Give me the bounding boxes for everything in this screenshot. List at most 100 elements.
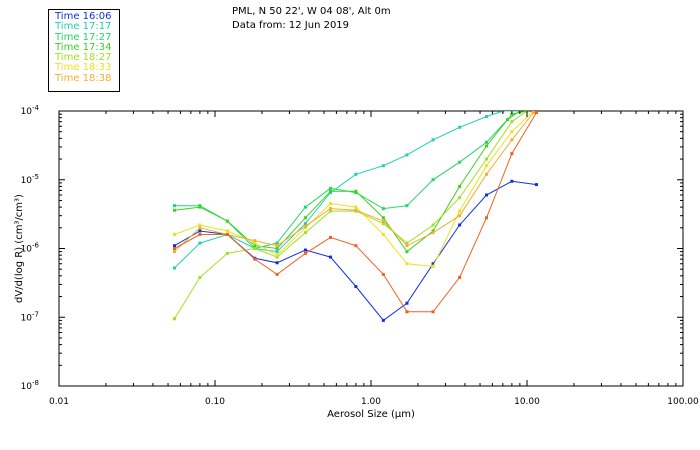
data-point xyxy=(381,222,385,226)
data-point xyxy=(275,250,279,254)
data-point xyxy=(303,251,307,255)
data-point xyxy=(303,216,307,220)
data-point xyxy=(484,115,488,119)
data-point xyxy=(225,232,229,236)
data-point xyxy=(405,301,409,305)
series-3 xyxy=(172,111,522,250)
data-point xyxy=(198,275,202,279)
data-point xyxy=(458,275,462,279)
data-point xyxy=(172,204,176,208)
x-tick-label: 1.00 xyxy=(361,397,381,407)
data-point xyxy=(510,179,514,183)
data-point xyxy=(484,157,488,161)
legend-item: Time 16:06 xyxy=(55,11,112,22)
data-point xyxy=(225,251,229,255)
data-point xyxy=(303,224,307,228)
data-point xyxy=(431,138,435,142)
data-point xyxy=(484,216,488,220)
data-point xyxy=(405,153,409,157)
data-point xyxy=(172,266,176,270)
data-point xyxy=(381,216,385,220)
data-point xyxy=(275,261,279,265)
data-point xyxy=(354,205,358,209)
data-point xyxy=(531,111,535,115)
plot-frame xyxy=(58,110,684,387)
data-point xyxy=(534,111,538,115)
data-point xyxy=(405,244,409,248)
data-point xyxy=(253,244,257,248)
y-tick-label: 10-5 xyxy=(21,173,39,186)
data-point xyxy=(198,229,202,233)
data-point xyxy=(253,257,257,261)
x-tick-label: 0.10 xyxy=(205,397,225,407)
data-point xyxy=(354,189,358,193)
data-point xyxy=(198,223,202,227)
legend-item: Time 17:34 xyxy=(55,41,112,53)
data-point xyxy=(328,255,332,259)
data-point xyxy=(510,120,514,124)
series-1 xyxy=(172,179,538,322)
series-2 xyxy=(172,111,522,270)
data-point xyxy=(303,205,307,209)
data-point xyxy=(381,207,385,211)
y-axis-label: dV/d(log R) (cm³/cm³) xyxy=(14,194,25,303)
data-point xyxy=(381,164,385,168)
data-point xyxy=(354,244,358,248)
data-point xyxy=(405,310,409,314)
data-point xyxy=(510,112,514,116)
data-point xyxy=(253,239,257,243)
data-point xyxy=(484,172,488,176)
data-point xyxy=(198,232,202,236)
data-point xyxy=(431,264,435,268)
legend: Time 16:06 Time 17:17 Time 17:27 Time 17:34… xyxy=(48,9,120,92)
data-point xyxy=(328,186,332,190)
data-point xyxy=(458,160,462,164)
data-point xyxy=(275,241,279,245)
data-point xyxy=(381,318,385,322)
y-tick-label: 10-8 xyxy=(21,379,39,392)
legend-item: Time 18:27 xyxy=(55,52,112,64)
data-point xyxy=(484,164,488,168)
y-tick-label: 10-4 xyxy=(21,104,40,117)
data-point xyxy=(458,184,462,188)
data-point xyxy=(484,144,488,148)
legend-item: Time 18:33 xyxy=(55,62,112,74)
data-point xyxy=(253,247,257,250)
data-point xyxy=(275,247,279,250)
data-point xyxy=(198,241,202,245)
location-header: PML, N 50 22', W 04 08', Alt 0m xyxy=(232,6,391,17)
data-point xyxy=(198,226,202,230)
data-point xyxy=(328,207,332,211)
data-point xyxy=(354,285,358,289)
data-point xyxy=(172,244,176,248)
data-point xyxy=(172,232,176,236)
data-point xyxy=(431,229,435,233)
data-point xyxy=(510,152,514,156)
x-tick-label: 10.00 xyxy=(514,397,540,407)
data-point xyxy=(405,250,409,254)
data-point xyxy=(405,262,409,266)
data-point xyxy=(484,140,488,144)
data-point xyxy=(253,241,257,245)
data-point xyxy=(431,262,435,266)
data-point xyxy=(458,209,462,213)
data-point xyxy=(431,178,435,182)
data-point xyxy=(534,183,538,187)
date-header: Data from: 12 Jun 2019 xyxy=(232,20,350,31)
data-point xyxy=(303,222,307,226)
series-line xyxy=(174,111,534,267)
series-line xyxy=(174,111,528,320)
data-point xyxy=(303,248,307,252)
data-point xyxy=(510,138,514,142)
data-point xyxy=(458,125,462,129)
data-point xyxy=(458,223,462,227)
legend-item: Time 17:17 xyxy=(55,21,112,33)
data-point xyxy=(198,205,202,209)
x-tick-label: 0.01 xyxy=(49,397,69,407)
data-point xyxy=(510,130,514,134)
series-4 xyxy=(172,111,529,254)
data-point xyxy=(303,231,307,235)
data-point xyxy=(354,172,358,176)
data-point xyxy=(431,310,435,314)
data-point xyxy=(172,208,176,212)
